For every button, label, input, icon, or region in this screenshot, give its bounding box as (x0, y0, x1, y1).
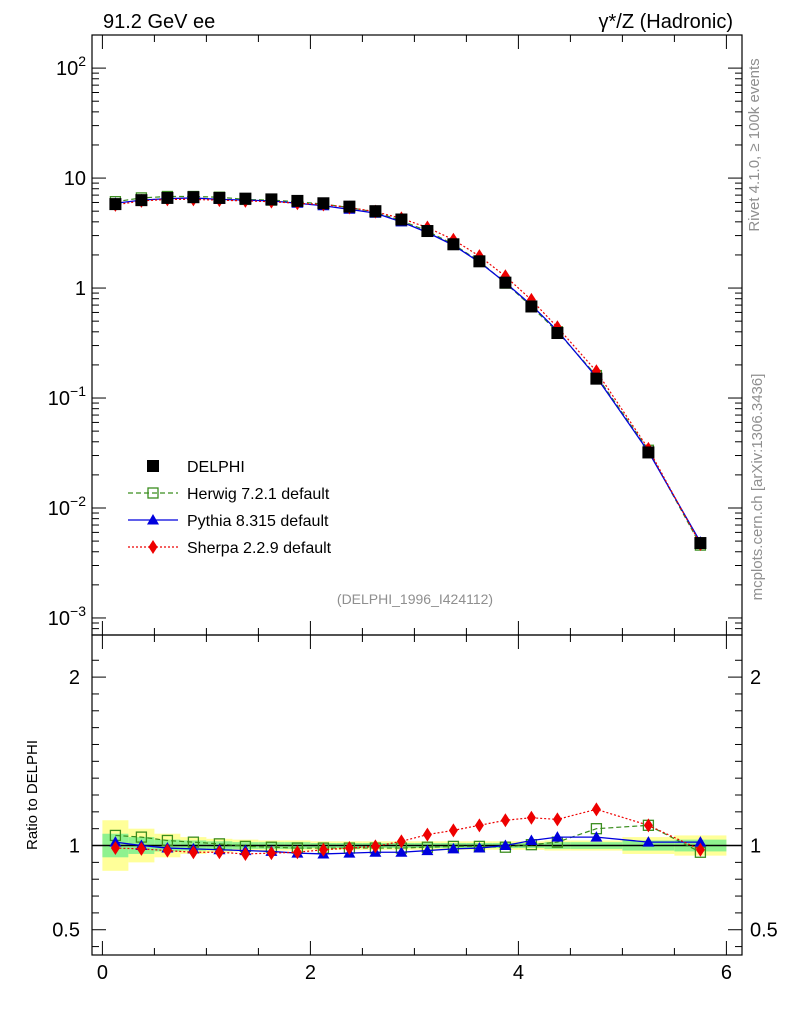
marker-sherpa (448, 823, 458, 838)
data-point-delphi (499, 276, 512, 289)
legend-label-pythia: Pythia 8.315 default (187, 513, 329, 530)
data-point-delphi (265, 193, 278, 206)
ratio-plot-frame (91, 634, 743, 956)
data-point-delphi (187, 191, 200, 204)
main-ytick-label: 10−2 (48, 493, 86, 520)
header-right: γ*/Z (Hadronic) (599, 11, 733, 33)
marker-sherpa (552, 812, 562, 827)
marker-sherpa (591, 802, 601, 817)
marker-sherpa (240, 846, 250, 861)
marker-sherpa (500, 813, 510, 828)
data-point-delphi (694, 537, 707, 550)
marker-sherpa (318, 842, 328, 857)
data-point-delphi (473, 255, 486, 268)
marker-sherpa (344, 841, 354, 856)
data-point-delphi (525, 300, 538, 313)
ratio-xtick-label: 6 (721, 962, 732, 984)
ratio-ytick-label-right: 2 (750, 667, 761, 689)
main-ytick-label: 10 (64, 168, 86, 190)
marker-pythia (642, 836, 655, 847)
ratio-xtick-label: 0 (97, 962, 108, 984)
marker-sherpa (695, 842, 705, 857)
data-point-delphi (109, 198, 122, 211)
marker-pythia (525, 834, 538, 845)
data-point-delphi (317, 197, 330, 210)
marker-sherpa (396, 834, 406, 849)
rivet-label: Rivet 4.1.0, ≥ 100k events (746, 58, 763, 231)
ratio-ylabel: Ratio to DELPHI (24, 740, 41, 850)
marker-sherpa (148, 540, 158, 554)
marker-pythia (590, 831, 603, 842)
marker-sherpa (188, 845, 198, 860)
main-ytick-label: 1 (75, 278, 86, 300)
ratio-ytick-label-right: 0.5 (750, 920, 778, 942)
marker-sherpa (422, 827, 432, 842)
main-ytick-label: 102 (56, 53, 86, 80)
marker-sherpa (474, 818, 484, 833)
data-point-delphi (343, 200, 356, 213)
marker-pythia (421, 844, 434, 856)
marker-pythia (694, 836, 707, 847)
ratio-ytick-label: 0.5 (52, 920, 80, 942)
main-ytick-label: 10−3 (48, 603, 86, 630)
marker-herwig (147, 487, 159, 499)
data-point-delphi (421, 225, 434, 238)
data-point-delphi (395, 213, 408, 226)
data-point-delphi (291, 194, 304, 207)
marker-pythia (395, 846, 408, 857)
data-point-delphi (147, 460, 159, 472)
data-point-delphi (369, 205, 382, 218)
data-point-delphi (239, 192, 252, 205)
data-point-delphi (590, 372, 603, 385)
legend-label-herwig: Herwig 7.2.1 default (187, 486, 330, 503)
marker-sherpa (266, 846, 276, 861)
marker-sherpa (136, 841, 146, 856)
main-series-layer (109, 190, 707, 552)
analysis-watermark: (DELPHI_1996_I424112) (337, 591, 493, 607)
main-ytick-label: 10−1 (48, 383, 86, 410)
marker-sherpa (292, 845, 302, 860)
legend: DELPHI Herwig 7.2.1 default Pythia 8.315 d… (128, 459, 332, 557)
data-point-delphi (551, 327, 564, 340)
ratio-axis-ticks: 0.5 0.5 1 1 2 2 0 2 4 6 (52, 635, 778, 984)
marker-pythia (551, 831, 564, 842)
legend-label-data: DELPHI (187, 459, 245, 476)
ratio-ytick-label: 1 (69, 836, 80, 858)
mcplots-label: mcplots.cern.ch [arXiv:1306.3436] (749, 374, 766, 601)
marker-sherpa (370, 839, 380, 854)
marker-sherpa (214, 845, 224, 860)
ratio-xtick-label: 2 (305, 962, 316, 984)
data-point-delphi (447, 238, 460, 251)
ratio-ytick-label: 2 (69, 667, 80, 689)
marker-pythia (447, 842, 460, 854)
header-left: 91.2 GeV ee (103, 11, 215, 33)
marker-sherpa (526, 810, 536, 825)
marker-sherpa (643, 818, 653, 833)
marker-pythia (499, 839, 512, 851)
data-point-delphi (213, 191, 226, 204)
marker-sherpa (110, 841, 120, 856)
marker-pythia (473, 842, 486, 853)
ratio-xtick-label: 4 (513, 962, 524, 984)
legend-label-sherpa: Sherpa 2.2.9 default (187, 540, 332, 557)
main-axis-ticks: 10−3 10−2 10−1 1 10 102 (48, 34, 742, 636)
data-point-delphi (161, 191, 174, 204)
ratio-series-layer (109, 802, 707, 861)
ratio-ytick-label-right: 1 (750, 836, 761, 858)
data-point-delphi (135, 194, 148, 207)
data-point-delphi (642, 446, 655, 459)
marker-sherpa (162, 843, 172, 858)
marker-pythia (147, 514, 159, 525)
